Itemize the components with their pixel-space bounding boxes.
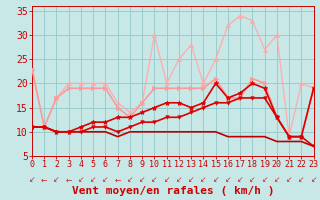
Text: ↙: ↙ bbox=[286, 175, 292, 184]
Text: ↙: ↙ bbox=[102, 175, 109, 184]
Text: ↙: ↙ bbox=[225, 175, 231, 184]
Text: ↙: ↙ bbox=[151, 175, 158, 184]
Text: ↙: ↙ bbox=[90, 175, 96, 184]
X-axis label: Vent moyen/en rafales ( km/h ): Vent moyen/en rafales ( km/h ) bbox=[72, 186, 274, 196]
Text: ↙: ↙ bbox=[298, 175, 305, 184]
Text: ↙: ↙ bbox=[176, 175, 182, 184]
Text: ↙: ↙ bbox=[237, 175, 243, 184]
Text: ↙: ↙ bbox=[249, 175, 256, 184]
Text: ↙: ↙ bbox=[164, 175, 170, 184]
Text: ↙: ↙ bbox=[212, 175, 219, 184]
Text: ↙: ↙ bbox=[53, 175, 60, 184]
Text: ↙: ↙ bbox=[127, 175, 133, 184]
Text: ↙: ↙ bbox=[261, 175, 268, 184]
Text: ←: ← bbox=[41, 175, 47, 184]
Text: ←: ← bbox=[115, 175, 121, 184]
Text: ↙: ↙ bbox=[274, 175, 280, 184]
Text: ←: ← bbox=[66, 175, 72, 184]
Text: ↙: ↙ bbox=[139, 175, 145, 184]
Text: ↙: ↙ bbox=[78, 175, 84, 184]
Text: ↙: ↙ bbox=[310, 175, 317, 184]
Text: ↙: ↙ bbox=[188, 175, 194, 184]
Text: ↙: ↙ bbox=[29, 175, 35, 184]
Text: ↙: ↙ bbox=[200, 175, 207, 184]
